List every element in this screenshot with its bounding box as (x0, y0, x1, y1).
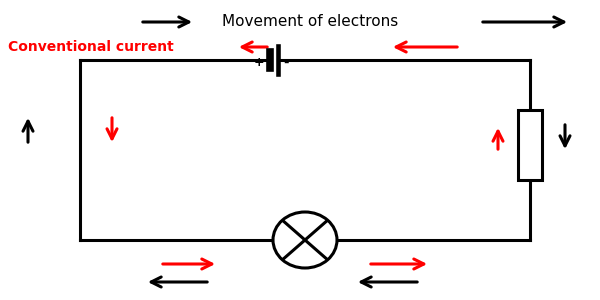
Text: +: + (253, 56, 264, 68)
Text: Movement of electrons: Movement of electrons (222, 14, 398, 29)
Bar (518, 110, 542, 180)
Ellipse shape (273, 212, 337, 268)
Text: Conventional current: Conventional current (8, 40, 174, 54)
Text: -: - (283, 55, 289, 70)
